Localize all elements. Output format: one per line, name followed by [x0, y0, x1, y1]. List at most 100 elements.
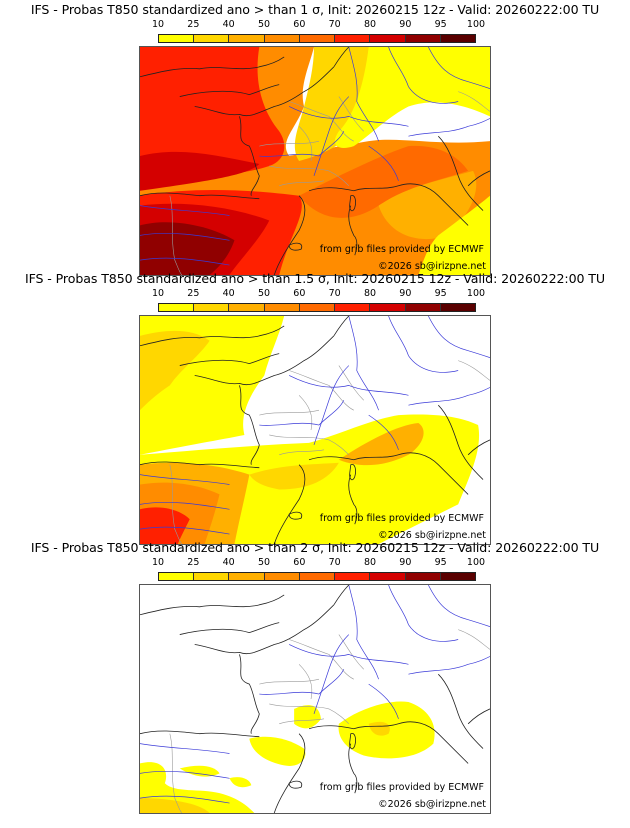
coastline [467, 708, 490, 725]
colorbar-tick-label: 60 [293, 19, 306, 30]
river [140, 526, 230, 535]
coastline [273, 733, 306, 813]
admin-border [458, 629, 490, 650]
colorbar-segment [159, 304, 195, 311]
river [368, 145, 399, 181]
colorbar-tick-label: 80 [363, 19, 377, 30]
river [259, 400, 345, 426]
probability-contour [140, 798, 210, 813]
coastline [308, 721, 469, 764]
river [288, 375, 409, 396]
colorbar-tick-label: 95 [434, 19, 447, 30]
probability-field [140, 316, 480, 544]
probability-contour [179, 765, 220, 777]
colorbar-tick-label: 80 [363, 557, 377, 568]
coastline [140, 56, 285, 78]
admin-border [289, 101, 354, 142]
panel-1: IFS - Probas T850 standardized ano > tha… [0, 0, 630, 276]
colorbar-segment [335, 35, 371, 42]
colorbar-tick-label: 40 [222, 288, 235, 299]
probability-field [140, 47, 490, 275]
probability-contour [294, 705, 321, 729]
admin-borders [169, 91, 490, 275]
river [140, 232, 230, 241]
map-plot: from grib files provided by ECMWF ©2026 … [139, 315, 491, 545]
colorbar-tick-label: 50 [257, 557, 271, 568]
river [140, 743, 230, 754]
river [288, 106, 409, 127]
river [428, 47, 490, 89]
colorbar-tick-label: 25 [187, 288, 200, 299]
colorbar-tick-label: 70 [328, 288, 341, 299]
colorbar-segment [405, 35, 441, 42]
island-balearic [288, 780, 303, 789]
admin-border [259, 140, 320, 147]
panel-3: IFS - Probas T850 standardized ano > tha… [0, 538, 630, 814]
colorbar-tick-label: 50 [257, 288, 271, 299]
coastline [438, 135, 484, 211]
credit-source: from grib files provided by ECMWF [319, 244, 484, 255]
credit-copyright: ©2026 sb@irizpne.net [378, 261, 486, 272]
colorbar-segment [370, 573, 406, 580]
colorbar-tick-label: 70 [328, 19, 341, 30]
admin-borders [169, 360, 490, 544]
map-svg [140, 316, 490, 544]
credit-source: from grib files provided by ECMWF [319, 782, 484, 793]
probability-contour [334, 47, 490, 148]
credit-copyright: ©2026 sb@irizpne.net [378, 530, 486, 541]
colorbar-segment [229, 573, 265, 580]
coastlines [140, 47, 490, 275]
colorbar-segment [440, 573, 475, 580]
probability-contour [229, 777, 252, 788]
admin-border [279, 180, 325, 187]
colorbar [158, 303, 476, 312]
probability-contour [299, 145, 469, 218]
colorbar-segment [194, 573, 230, 580]
colorbar-segment [405, 573, 441, 580]
island-corsica [349, 732, 356, 750]
colorbar-tick-label: 40 [222, 557, 235, 568]
colorbar-tick-label: 25 [187, 19, 200, 30]
rivers [140, 316, 490, 535]
coastline [239, 116, 260, 196]
colorbar-segment [264, 304, 300, 311]
colorbar-segment [299, 304, 336, 311]
admin-border [259, 409, 320, 416]
island-corsica [349, 194, 356, 212]
river [428, 585, 490, 627]
colorbar-tick-label: 95 [434, 557, 447, 568]
colorbar-segment [229, 35, 265, 42]
admin-border [269, 165, 350, 186]
river [408, 118, 490, 137]
rivers [140, 47, 490, 266]
coastline [273, 195, 306, 275]
coastline [333, 585, 350, 606]
coastline [333, 316, 350, 337]
coastline [194, 66, 335, 117]
probability-contour [418, 195, 490, 275]
admin-border [169, 195, 182, 275]
admin-border [338, 96, 364, 132]
river [348, 47, 379, 142]
probability-contour [140, 330, 210, 411]
river [259, 131, 345, 157]
colorbar-tick-label: 60 [293, 288, 306, 299]
coastline [348, 743, 358, 794]
chart-title: IFS - Probas T850 standardized ano > tha… [30, 2, 600, 17]
coastline [194, 335, 335, 386]
river [368, 414, 399, 450]
colorbar-segment [194, 35, 230, 42]
map-plot: from grib files provided by ECMWF ©2026 … [139, 46, 491, 276]
colorbar-tick-label: 10 [151, 288, 165, 299]
map-svg [140, 47, 490, 275]
admin-border [289, 370, 354, 411]
river [259, 669, 345, 695]
map-plot: from grib files provided by ECMWF ©2026 … [139, 584, 491, 814]
colorbar-segment [335, 304, 371, 311]
river [388, 316, 459, 373]
colorbar-tick-label: 50 [257, 19, 271, 30]
river [408, 387, 490, 406]
island-balearic [288, 242, 303, 251]
coastline [179, 84, 280, 97]
probability-contour [249, 462, 339, 490]
